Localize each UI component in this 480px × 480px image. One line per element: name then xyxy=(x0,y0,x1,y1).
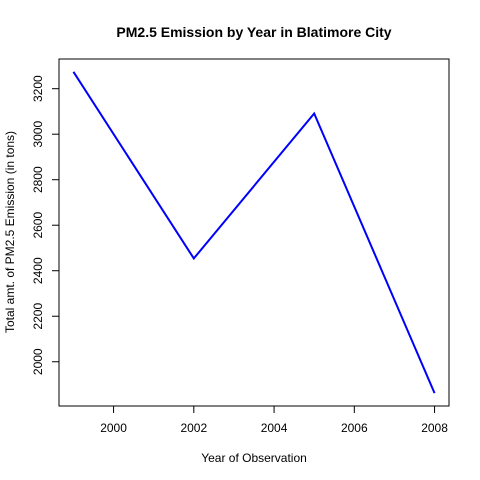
y-tick-label: 2400 xyxy=(31,257,45,284)
chart-title: PM2.5 Emission by Year in Blatimore City xyxy=(116,24,391,40)
x-tick-label: 2002 xyxy=(180,421,207,435)
x-axis-label: Year of Observation xyxy=(201,451,307,465)
x-axis: 2000 2002 2004 2006 2008 xyxy=(100,405,448,435)
y-tick-label: 3000 xyxy=(31,121,45,148)
y-tick-label: 2800 xyxy=(31,166,45,193)
y-tick-label: 2200 xyxy=(31,303,45,330)
y-tick-label: 2000 xyxy=(31,348,45,375)
x-tick-label: 2000 xyxy=(100,421,127,435)
series-group xyxy=(72,71,436,394)
x-tick-label: 2006 xyxy=(341,421,368,435)
y-axis-label: Total amt. of PM2.5 Emission (in tons) xyxy=(3,131,17,333)
y-axis: 2000 2200 2400 2600 2800 3000 3200 xyxy=(31,75,60,375)
x-tick-label: 2008 xyxy=(421,421,448,435)
y-tick-label: 2600 xyxy=(31,212,45,239)
x-tick-label: 2004 xyxy=(261,421,288,435)
y-tick-label: 3200 xyxy=(31,75,45,102)
series-line xyxy=(72,71,436,394)
